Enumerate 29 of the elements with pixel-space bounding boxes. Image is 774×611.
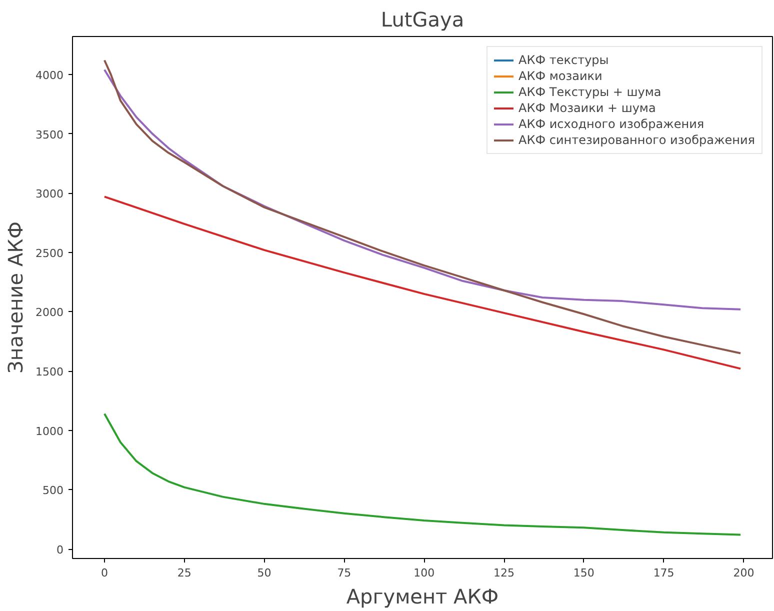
chart-title: LutGaya [380,8,464,32]
legend-label: АКФ текстуры [518,53,609,67]
y-tick-label: 500 [42,484,64,498]
x-tick-label: 25 [177,566,192,580]
y-tick-label: 0 [56,544,64,557]
x-tick-label: 50 [257,566,272,580]
y-tick-label: 2500 [36,246,64,260]
legend-label: АКФ исходного изображения [518,117,704,131]
y-axis-title: Значение АКФ [4,221,28,374]
legend-label: АКФ мозаики [518,69,602,83]
line-series [103,412,742,536]
x-tick-label: 0 [100,566,108,580]
line-series [103,196,742,370]
y-tick-label: 3500 [36,128,64,142]
y-tick-label: 4000 [36,68,64,82]
y-tick-label: 1500 [36,366,64,379]
x-axis-title: Аргумент АКФ [346,584,499,608]
legend-label: АКФ Мозаики + шума [518,101,656,115]
y-tick-label: 1000 [36,424,64,438]
x-tick-label: 100 [414,566,435,580]
x-tick-label: 200 [733,566,754,580]
x-tick-label: 175 [653,566,674,580]
y-tick-label: 2000 [36,306,64,320]
x-tick-label: 125 [494,566,515,580]
x-tick-label: 75 [337,566,352,580]
legend-label: АКФ Текстуры + шума [518,85,662,99]
y-tick-label: 3000 [36,188,64,201]
legend-label: АКФ синтезированного изображения [518,133,755,147]
x-tick-label: 150 [573,566,594,580]
